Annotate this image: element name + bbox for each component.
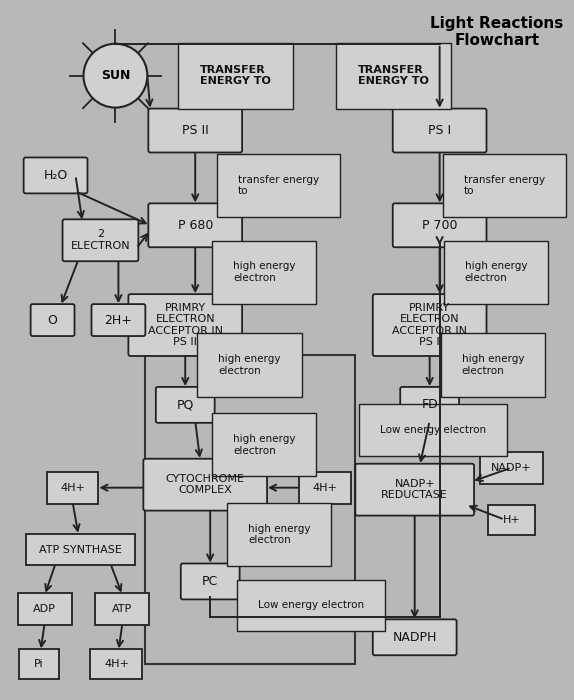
FancyBboxPatch shape <box>487 505 536 535</box>
FancyBboxPatch shape <box>30 304 75 336</box>
Text: high energy
electron: high energy electron <box>464 261 527 283</box>
FancyBboxPatch shape <box>18 594 72 625</box>
Text: 4H+: 4H+ <box>60 483 85 493</box>
Text: high energy
electron: high energy electron <box>233 261 296 283</box>
FancyBboxPatch shape <box>26 533 135 566</box>
Text: Pi: Pi <box>34 659 44 669</box>
FancyBboxPatch shape <box>393 108 487 153</box>
Text: PC: PC <box>202 575 218 588</box>
Text: 2
ELECTRON: 2 ELECTRON <box>71 230 130 251</box>
Text: ATP: ATP <box>113 604 133 615</box>
FancyBboxPatch shape <box>18 650 59 679</box>
FancyBboxPatch shape <box>373 620 456 655</box>
FancyBboxPatch shape <box>373 294 487 356</box>
FancyBboxPatch shape <box>95 594 149 625</box>
Text: P 700: P 700 <box>422 219 457 232</box>
Text: transfer energy
to: transfer energy to <box>464 174 545 196</box>
FancyBboxPatch shape <box>24 158 87 193</box>
Text: high energy
electron: high energy electron <box>233 434 296 456</box>
Text: Low energy electron: Low energy electron <box>258 601 364 610</box>
Text: 4H+: 4H+ <box>312 483 338 493</box>
Text: ADP: ADP <box>33 604 56 615</box>
FancyBboxPatch shape <box>91 304 145 336</box>
Text: P 680: P 680 <box>177 219 213 232</box>
FancyBboxPatch shape <box>63 219 138 261</box>
Text: SUN: SUN <box>100 69 130 82</box>
Text: NADP+
REDUCTASE: NADP+ REDUCTASE <box>381 479 448 500</box>
Text: O: O <box>48 314 57 327</box>
Text: 2H+: 2H+ <box>104 314 133 327</box>
FancyBboxPatch shape <box>129 294 242 356</box>
Text: NADPH: NADPH <box>393 631 437 644</box>
Text: PS II: PS II <box>182 124 208 137</box>
Text: high energy
electron: high energy electron <box>461 354 524 376</box>
FancyBboxPatch shape <box>400 387 459 423</box>
Text: high energy
electron: high energy electron <box>248 524 311 545</box>
FancyBboxPatch shape <box>148 204 242 247</box>
FancyBboxPatch shape <box>181 564 239 599</box>
Text: Low energy electron: Low energy electron <box>380 425 486 435</box>
Text: H₂O: H₂O <box>44 169 68 182</box>
Text: CYTOCHROME
COMPLEX: CYTOCHROME COMPLEX <box>166 474 245 496</box>
FancyBboxPatch shape <box>355 463 474 516</box>
FancyBboxPatch shape <box>156 387 215 423</box>
Text: ATP SYNTHASE: ATP SYNTHASE <box>39 545 122 554</box>
FancyBboxPatch shape <box>148 108 242 153</box>
Text: PS I: PS I <box>428 124 451 137</box>
Text: TRANSFER
ENERGY TO: TRANSFER ENERGY TO <box>200 65 271 87</box>
Text: PRIMRY
ELECTRON
ACCEPTOR IN
PS II: PRIMRY ELECTRON ACCEPTOR IN PS II <box>148 302 223 347</box>
Text: high energy
electron: high energy electron <box>218 354 281 376</box>
Text: FD: FD <box>421 398 438 412</box>
FancyBboxPatch shape <box>479 452 544 484</box>
Circle shape <box>83 43 148 108</box>
FancyBboxPatch shape <box>393 204 487 247</box>
Text: transfer energy
to: transfer energy to <box>238 174 319 196</box>
Text: Light Reactions
Flowchart: Light Reactions Flowchart <box>430 16 563 48</box>
FancyBboxPatch shape <box>144 458 267 510</box>
FancyBboxPatch shape <box>91 650 142 679</box>
Text: NADP+: NADP+ <box>491 463 532 473</box>
FancyBboxPatch shape <box>299 472 351 503</box>
Text: TRANSFER
ENERGY TO: TRANSFER ENERGY TO <box>358 65 429 87</box>
Text: 4H+: 4H+ <box>104 659 129 669</box>
Text: H+: H+ <box>503 514 520 524</box>
Text: PRIMRY
ELECTRON
ACCEPTOR IN
PS I: PRIMRY ELECTRON ACCEPTOR IN PS I <box>392 302 467 347</box>
FancyBboxPatch shape <box>46 472 99 503</box>
Text: PQ: PQ <box>177 398 194 412</box>
